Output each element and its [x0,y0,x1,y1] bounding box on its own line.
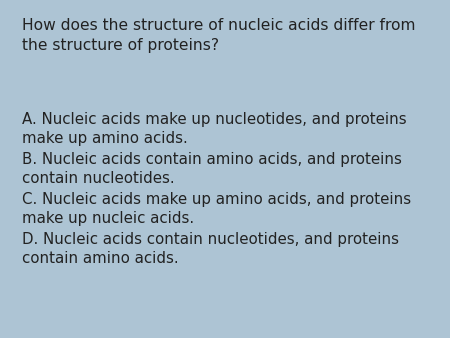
Text: A. Nucleic acids make up nucleotides, and proteins
make up amino acids.: A. Nucleic acids make up nucleotides, an… [22,112,407,146]
Text: D. Nucleic acids contain nucleotides, and proteins
contain amino acids.: D. Nucleic acids contain nucleotides, an… [22,232,399,266]
Text: How does the structure of nucleic acids differ from
the structure of proteins?: How does the structure of nucleic acids … [22,18,415,53]
Text: C. Nucleic acids make up amino acids, and proteins
make up nucleic acids.: C. Nucleic acids make up amino acids, an… [22,192,411,226]
Text: B. Nucleic acids contain amino acids, and proteins
contain nucleotides.: B. Nucleic acids contain amino acids, an… [22,152,402,186]
